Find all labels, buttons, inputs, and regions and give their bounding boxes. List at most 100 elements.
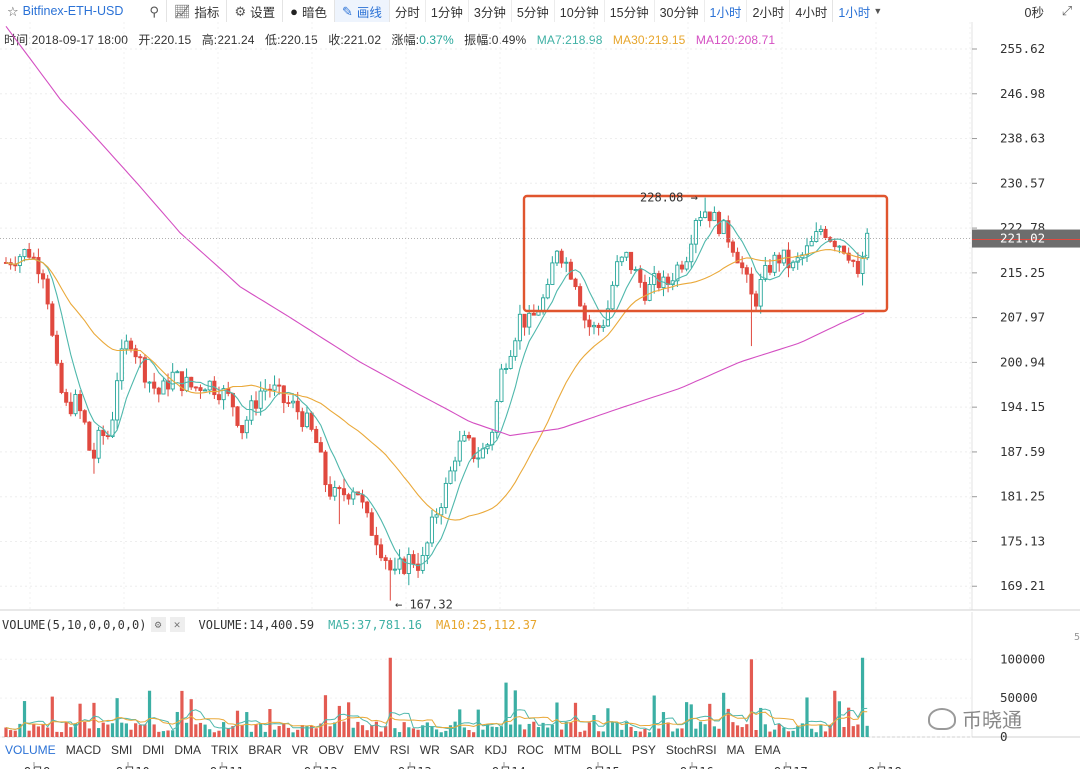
highlight-box[interactable] <box>522 194 889 313</box>
candle-body <box>559 250 564 264</box>
indicator-tab-trix[interactable]: TRIX <box>211 743 239 757</box>
timeframe-1[interactable]: 1分钟 <box>430 5 463 20</box>
indicator-tab-dmi[interactable]: DMI <box>142 743 165 757</box>
close-icon[interactable]: ✕ <box>169 617 185 632</box>
candle-body <box>22 248 27 258</box>
timeframe-5[interactable]: 15分钟 <box>609 5 649 20</box>
candle-body <box>522 313 527 328</box>
candle-body <box>652 273 657 285</box>
volume-bar <box>407 727 411 737</box>
volume-bar <box>402 722 406 737</box>
timeframe-4[interactable]: 10分钟 <box>559 5 599 20</box>
candle-body <box>503 368 509 370</box>
dark-mode-label: 暗色 <box>301 5 327 20</box>
volume-bar <box>689 704 693 737</box>
candle-body <box>749 273 754 295</box>
dark-mode-button[interactable]: ● 暗色 <box>283 0 334 22</box>
indicator-tab-sar[interactable]: SAR <box>449 743 475 757</box>
indicator-tab-stochrsi[interactable]: StochRSI <box>665 743 717 757</box>
price-tick-label: 222.78 <box>1000 220 1045 235</box>
volume-bar <box>819 724 823 737</box>
timeframe-7[interactable]: 1小时 <box>709 5 742 20</box>
volume-bar <box>652 695 656 737</box>
search-icon[interactable]: ⚲ <box>149 3 159 19</box>
timeframe-3[interactable]: 5分钟 <box>516 5 549 20</box>
price-axis: 255.62 246.98 238.63 230.57 222.78 215.25 207.… <box>1000 41 1045 593</box>
pencil-icon: ✎ <box>341 3 353 19</box>
high-annotation: 228.08 → <box>640 191 698 205</box>
candle-body <box>837 245 842 248</box>
info-high: 高:221.24 <box>201 33 255 47</box>
volume-bar <box>629 726 633 737</box>
volume-info: VOLUME(5,10,0,0,0,0) ⚙ ✕ VOLUME:14,400.5… <box>2 617 537 632</box>
fullscreen-icon[interactable]: ⤢ <box>1061 3 1073 18</box>
indicator-tab-vr[interactable]: VR <box>291 743 309 757</box>
candle-body <box>406 554 411 574</box>
volume-bar <box>458 709 462 737</box>
volume-bar <box>745 724 749 737</box>
timeframe-0[interactable]: 分时 <box>394 5 420 20</box>
indicator-tab-volume[interactable]: VOLUME <box>5 743 56 757</box>
indicator-tab-kdj[interactable]: KDJ <box>484 743 508 757</box>
indicator-tab-psy[interactable]: PSY <box>631 743 656 757</box>
candle-body <box>110 419 115 438</box>
candle-body <box>212 380 217 396</box>
indicator-tab-emv[interactable]: EMV <box>353 743 380 757</box>
volume-bar <box>300 725 304 737</box>
indicator-tab-brar[interactable]: BRAR <box>248 743 282 757</box>
volume-bar <box>698 721 703 737</box>
symbol-selector[interactable]: ☆ Bitfinex-ETH-USD ⚲ <box>0 0 166 22</box>
indicator-tab-smi[interactable]: SMI <box>111 743 133 757</box>
candle-body <box>550 262 555 285</box>
candle-body <box>355 491 360 496</box>
volume-bar <box>643 728 647 737</box>
volume-bar <box>245 712 249 737</box>
indicator-tab-wr[interactable]: WR <box>419 743 440 757</box>
candle-body <box>800 254 805 259</box>
candle-body <box>772 254 777 273</box>
candle-body <box>244 419 249 434</box>
indicator-tab-macd[interactable]: MACD <box>65 743 102 757</box>
timeframe-9[interactable]: 4小时 <box>795 5 828 20</box>
indicator-tab-boll[interactable]: BOLL <box>591 743 622 757</box>
candle-body <box>295 400 300 413</box>
timeframe-2[interactable]: 3分钟 <box>473 5 506 20</box>
star-icon[interactable]: ☆ <box>7 3 19 19</box>
volume-ma-lines <box>5 707 868 731</box>
info-ma7: MA7:218.98 <box>536 33 603 47</box>
candle-body <box>291 400 296 404</box>
price-tick-label: 207.97 <box>1000 310 1045 325</box>
volume-bar <box>490 726 494 737</box>
indicators-button[interactable]: 📈︎ 指标 <box>167 0 227 22</box>
candle-body <box>337 487 342 490</box>
candle-body <box>865 232 870 259</box>
candle-body <box>823 228 828 239</box>
candle-body <box>184 376 189 392</box>
indicator-tab-roc[interactable]: ROC <box>517 743 544 757</box>
candle-body <box>508 355 513 369</box>
candle-body <box>661 276 666 289</box>
indicator-tab-mtm[interactable]: MTM <box>553 743 582 757</box>
draw-button[interactable]: ✎ 画线 <box>334 0 389 22</box>
volume-bar <box>763 724 767 737</box>
gear-icon[interactable]: ⚙ <box>150 617 166 632</box>
settings-button[interactable]: ⚙ 设置 <box>227 0 282 22</box>
volume-bar <box>777 723 781 737</box>
candle-body <box>578 286 583 307</box>
indicator-tab-dma[interactable]: DMA <box>174 743 202 757</box>
timeframe-8[interactable]: 2小时 <box>752 5 785 20</box>
candle-body <box>675 264 680 282</box>
candle-body <box>841 245 847 254</box>
indicator-tab-ma[interactable]: MA <box>726 743 745 757</box>
indicator-tab-obv[interactable]: OBV <box>318 743 344 757</box>
period-select[interactable]: 1小时 ▼ <box>833 0 887 22</box>
volume-bar <box>115 698 119 737</box>
indicator-tab-ema[interactable]: EMA <box>754 743 781 757</box>
timeframe-6[interactable]: 30分钟 <box>659 5 699 20</box>
indicator-tab-rsi[interactable]: RSI <box>389 743 410 757</box>
candle-body <box>846 252 851 261</box>
candles <box>3 197 870 601</box>
volume-bar <box>851 726 855 737</box>
volume-value: VOLUME:14,400.59 <box>198 617 315 632</box>
